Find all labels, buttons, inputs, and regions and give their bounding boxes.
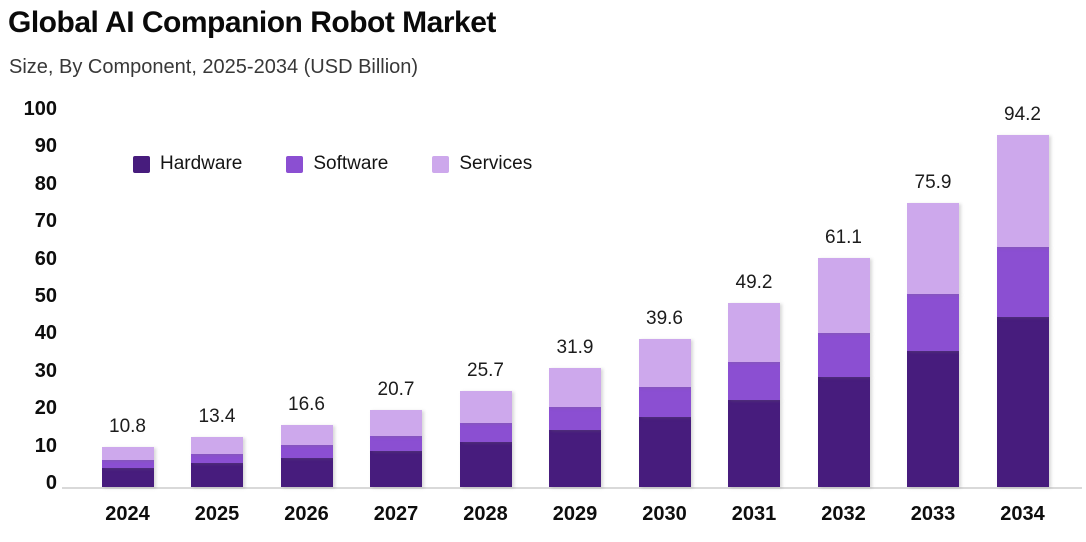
bar-total-label-2029: 31.9 [556,336,594,358]
bar-segment-software-2025 [191,453,243,464]
bar-2026 [280,424,333,487]
y-axis-tick-label: 90 [34,135,57,158]
x-axis-tick-label-2024: 2024 [105,503,150,525]
bar-segment-services-2028 [459,390,512,423]
bar-segment-hardware-2028 [459,441,512,487]
bar-segment-services-2024 [101,446,154,460]
bar-2028 [459,390,512,487]
legend-label-hardware: Hardware [160,153,243,174]
bar-total-label-2024: 10.8 [109,415,146,437]
bar-segment-hardware-2031 [728,399,780,487]
bar-segment-services-2032 [817,258,870,333]
legend-swatch-hardware [133,155,150,173]
bar-2029 [549,367,601,487]
y-axis-tick-label: 0 [45,472,57,494]
chart-subtitle: Size, By Component, 2025-2034 (USD Billi… [9,56,419,78]
bar-total-label-2030: 39.6 [646,307,683,329]
bar-segment-software-2028 [459,422,512,442]
y-axis-tick-label: 50 [34,285,57,307]
bar-2024 [101,446,154,487]
bar-total-label-2031: 49.2 [735,271,773,293]
bar-2027 [370,409,422,487]
bar-segment-software-2027 [370,435,422,451]
bar-2032 [817,258,870,487]
bar-segment-hardware-2034 [996,317,1049,487]
x-axis-tick-label-2034: 2034 [1000,503,1045,525]
bar-segment-services-2027 [370,409,422,436]
bar-segment-hardware-2025 [191,463,243,487]
x-axis-tick-label-2025: 2025 [194,503,240,525]
y-axis-tick-label: 30 [34,359,57,382]
bar-total-label-2032: 61.1 [825,227,862,249]
y-axis-tick-label: 100 [23,98,57,120]
bar-segment-software-2033 [907,294,959,351]
legend-item-software: Software [286,153,388,175]
legend: Hardware Software Services [133,153,532,175]
bar-segment-services-2034 [996,134,1049,247]
bar-segment-services-2029 [549,367,601,408]
x-axis-tick-label-2032: 2032 [821,503,866,525]
y-axis-tick-label: 10 [34,434,57,457]
x-axis-tick-label-2028: 2028 [463,503,508,525]
bar-segment-hardware-2027 [370,450,422,487]
bar-segment-services-2030 [638,338,691,388]
y-axis-tick-label: 80 [34,172,57,195]
bar-segment-hardware-2033 [907,350,959,487]
bar-segment-software-2032 [817,332,870,378]
legend-swatch-services [432,155,450,173]
bar-segment-services-2033 [907,203,959,295]
bar-segment-software-2026 [280,445,333,459]
bar-segment-hardware-2032 [817,377,870,487]
x-axis-tick-label-2030: 2030 [642,503,687,525]
bar-segment-hardware-2029 [549,429,601,487]
bar-total-label-2027: 20.7 [377,378,415,400]
bar-segment-software-2030 [638,387,691,417]
x-axis-tick-label-2026: 2026 [284,503,329,525]
bar-total-label-2026: 16.6 [288,393,325,415]
bar-segment-hardware-2030 [638,416,691,487]
bar-segment-hardware-2026 [280,458,333,487]
bar-2025 [191,436,243,487]
x-axis-tick-label-2027: 2027 [373,503,419,525]
bar-segment-software-2034 [996,246,1049,318]
bar-2030 [638,338,691,487]
bar-segment-services-2031 [728,303,780,363]
legend-label-services: Services [459,153,533,174]
y-axis-tick-label: 60 [34,247,57,270]
bar-total-label-2025: 13.4 [198,405,236,427]
x-axis-line [62,487,1082,489]
legend-swatch-software [286,155,304,173]
bar-segment-software-2029 [549,407,601,430]
chart-title: Global AI Companion Robot Market [8,6,496,39]
legend-item-services: Services [432,153,532,175]
x-axis-tick-label-2033: 2033 [910,503,956,525]
bar-2034 [996,134,1049,487]
bar-total-label-2028: 25.7 [467,359,504,381]
bar-total-label-2033: 75.9 [914,172,952,194]
y-axis-tick-label: 20 [34,397,57,420]
legend-item-hardware: Hardware [133,153,242,175]
bar-segment-hardware-2024 [101,467,154,487]
bar-segment-software-2024 [101,459,154,468]
bar-2031 [728,303,780,487]
bar-segment-services-2026 [280,424,333,446]
bar-2033 [907,203,959,487]
bar-segment-software-2031 [728,362,780,400]
bar-total-label-2034: 94.2 [1004,103,1041,125]
x-axis-tick-label-2031: 2031 [731,503,777,525]
legend-label-software: Software [313,153,389,174]
y-axis-tick-label: 70 [34,210,57,233]
y-axis-tick-label: 40 [34,322,57,345]
x-axis-tick-label-2029: 2029 [552,503,598,525]
bar-segment-services-2025 [191,436,243,454]
